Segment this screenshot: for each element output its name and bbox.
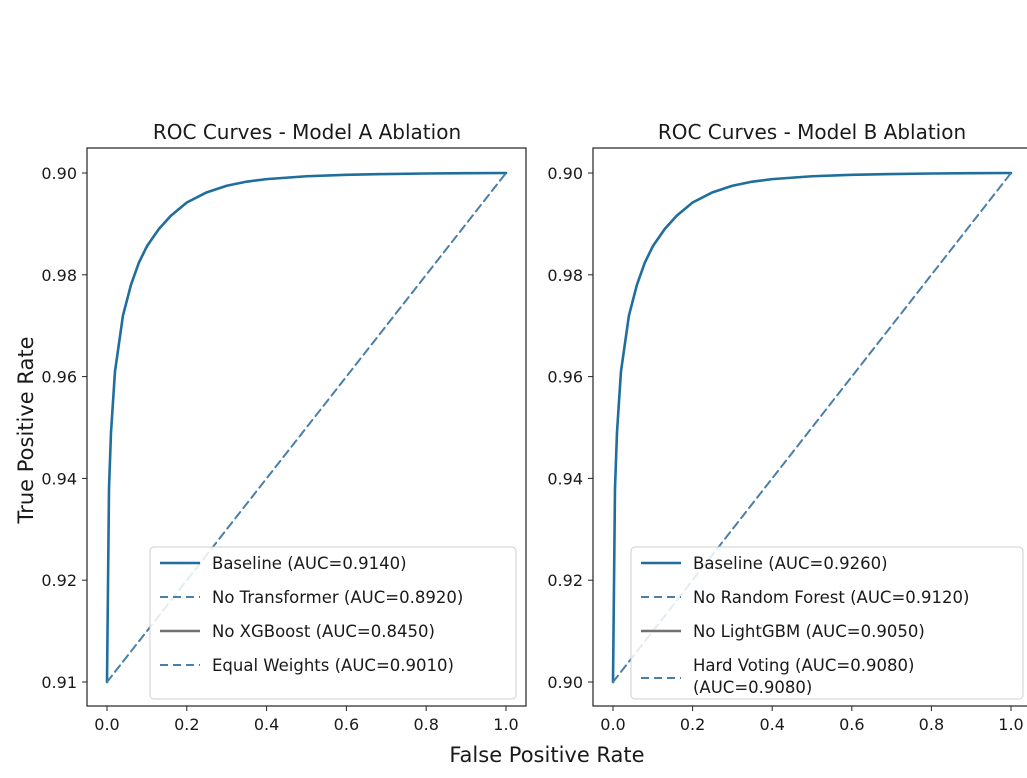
plot-frame-model-a — [86, 147, 527, 707]
x-ticks-model-b: 0.0 0.2 0.4 0.6 0.8 1.0 — [600, 706, 1024, 734]
y-tick-label: 0.96 — [41, 368, 77, 387]
x-tick-label: 0.8 — [413, 715, 438, 734]
x-tick-label: 0.6 — [839, 715, 864, 734]
x-tick-label: 0.0 — [600, 715, 625, 734]
legend-label-model-a-1: Baseline (AUC=0.9140) — [212, 554, 407, 573]
legend-label-model-a-2: No Transformer (AUC=0.8920) — [212, 588, 463, 607]
legend-model-a: Baseline (AUC=0.9140) No Transformer (AUC… — [149, 546, 517, 700]
y-tick-label: 0.94 — [41, 469, 77, 488]
x-tick-label: 0.4 — [759, 715, 784, 734]
y-tick-label: 0.90 — [547, 164, 583, 183]
y-tick-label: 0.92 — [41, 571, 77, 590]
x-axis-label: False Positive Rate — [449, 743, 644, 767]
legend-label-model-a-3: No XGBoost (AUC=0.8450) — [212, 622, 435, 641]
legend-label-model-b-1: Baseline (AUC=0.9260) — [693, 554, 888, 573]
x-tick-label: 0.8 — [919, 715, 944, 734]
y-ticks-model-b: 0.90 0.98 0.96 0.94 0.92 0.90 — [547, 164, 593, 692]
y-tick-label: 0.98 — [41, 266, 77, 285]
chart-title-model-a: ROC Curves - Model A Ablation — [153, 120, 461, 144]
legend-box-model-b — [630, 546, 1024, 700]
y-tick-label: 0.92 — [547, 571, 583, 590]
chart-title-model-b: ROC Curves - Model B Ablation — [658, 120, 966, 144]
chart-panel-model-a: ROC Curves - Model A Ablation 0.900.980.… — [41, 120, 527, 734]
legend-label-model-b-4: Hard Voting (AUC=0.9080) (AUC=0.9080) — [693, 656, 914, 697]
y-tick-label: 0.94 — [547, 469, 583, 488]
y-ticks-model-a: 0.90 0.98 0.96 0.94 0.92 0.91 — [41, 164, 87, 692]
y-tick-label: 0.96 — [547, 368, 583, 387]
legend-label-model-b-3: No LightGBM (AUC=0.9050) — [693, 622, 925, 641]
legend-model-b: Baseline (AUC=0.9260) No Random Forest (A… — [630, 546, 1024, 700]
x-tick-label: 0.6 — [334, 715, 359, 734]
x-tick-label: 0.4 — [254, 715, 279, 734]
x-tick-label: 0.0 — [94, 715, 119, 734]
plot-frame-model-b — [592, 147, 1027, 707]
legend-box-model-a — [149, 546, 517, 700]
x-tick-label: 0.2 — [680, 715, 705, 734]
series-line-model-a-1 — [105, 171, 508, 684]
x-ticks-model-a: 0.0 0.2 0.4 0.6 0.8 1.0 — [94, 706, 519, 734]
series-line-model-b-1 — [611, 171, 1013, 684]
x-tick-label: 1.0 — [493, 715, 518, 734]
y-tick-label: 0.90 — [547, 673, 583, 692]
y-axis-label: True Positive Rate — [14, 336, 38, 524]
x-tick-label: 1.0 — [998, 715, 1023, 734]
x-tick-label: 0.2 — [174, 715, 199, 734]
y-tick-label: 0.98 — [547, 266, 583, 285]
chart-panel-model-b: ROC Curves - Model B Ablation 0.900.980.… — [547, 120, 1027, 734]
y-tick-label: 0.90 — [41, 164, 77, 183]
y-tick-label: 0.91 — [41, 673, 77, 692]
legend-label-model-b-2: No Random Forest (AUC=0.9120) — [693, 588, 969, 607]
legend-label-model-a-4: Equal Weights (AUC=0.9010) — [212, 656, 454, 675]
